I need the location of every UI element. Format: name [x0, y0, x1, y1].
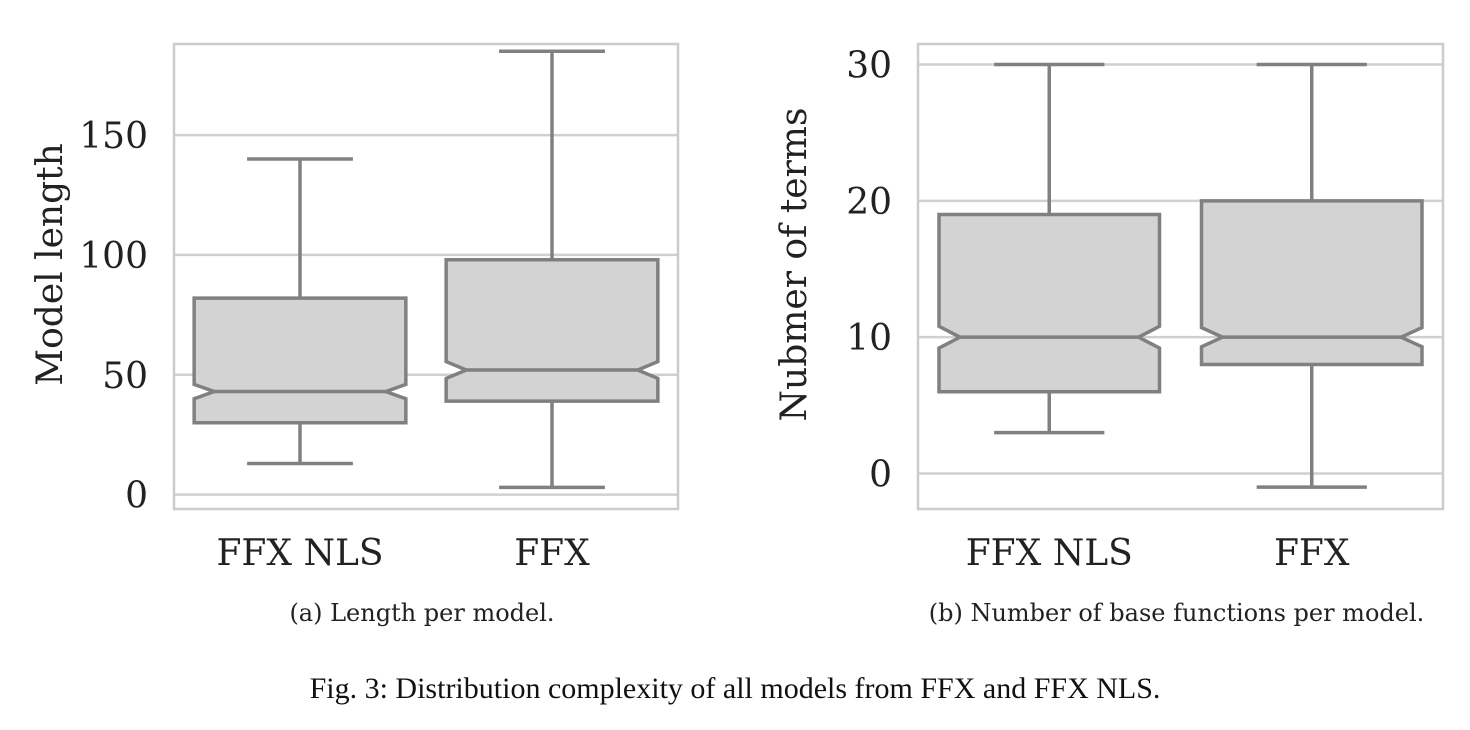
figure-caption: Fig. 3: Distribution complexity of all m… [309, 672, 1161, 705]
y-axis-label: Nubmer of terms [774, 108, 815, 422]
box-body [192, 296, 408, 425]
y-tick-label: 20 [846, 182, 892, 223]
x-tick-label: FFX [1274, 533, 1350, 574]
y-axis-label: Model length [30, 143, 71, 386]
subcaption: (b) Number of base functions per model. [929, 599, 1425, 627]
plot-frame [172, 42, 680, 511]
y-tick-label: 10 [846, 318, 892, 359]
box-body [444, 257, 660, 403]
x-tick-label: FFX [514, 533, 590, 574]
y-tick-label: 0 [125, 476, 148, 517]
subcaption: (a) Length per model. [289, 599, 554, 627]
box-body [937, 212, 1162, 394]
y-tick-label: 30 [846, 45, 892, 86]
plot-frame [916, 42, 1445, 511]
chart-b: 0 10 20 30 Nubmer of terms FFX NLS FFX (b) Numb… [774, 42, 1445, 627]
x-tick-label: FFX NLS [216, 533, 383, 574]
y-tick-label: 100 [79, 236, 148, 277]
y-tick-label: 0 [869, 455, 892, 496]
y-tick-label: 50 [102, 356, 148, 397]
x-tick-label: FFX NLS [966, 533, 1133, 574]
box-body [1199, 199, 1424, 367]
y-tick-label: 150 [79, 116, 148, 157]
